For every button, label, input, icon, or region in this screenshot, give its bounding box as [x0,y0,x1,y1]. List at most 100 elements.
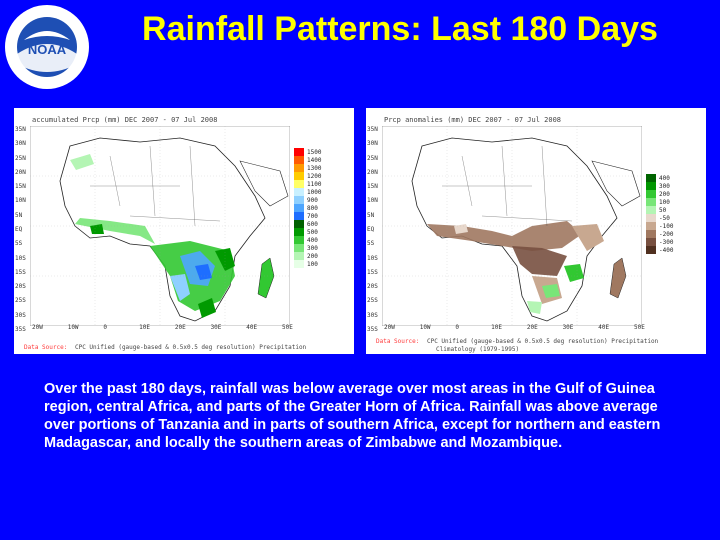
legend-entry: 1400 [294,156,342,164]
noaa-logo-text: NOAA [28,42,67,57]
latitude-label: 30N [15,140,26,148]
legend-swatch [294,252,304,260]
legend-entry: -400 [646,246,694,254]
legend-label: 1000 [307,188,322,196]
legend-swatch [294,204,304,212]
legend-entry: 1000 [294,188,342,196]
legend-label: 300 [659,182,670,190]
legend-swatch [294,164,304,172]
legend-swatch [646,198,656,206]
latitude-label: 15S [367,268,378,276]
accumulated-legend: 1500 1400 1300 1200 1100 1000 900 800 700 600 500 4… [294,148,342,268]
longitude-label: 50E [634,324,645,331]
latitude-label: 15S [15,268,26,276]
map-header: accumulated Prcp (mm) DEC 2007 - 07 Jul … [32,116,218,124]
legend-label: 200 [659,190,670,198]
legend-entry: 200 [294,252,342,260]
latitude-label: EQ [15,226,23,233]
latitude-label: 5N [367,211,375,219]
legend-swatch [294,212,304,220]
legend-entry: 1500 [294,148,342,156]
legend-label: -200 [659,230,674,238]
latitude-label: 20N [367,168,378,176]
noaa-logo: NOAA [4,4,90,90]
legend-entry: 500 [294,228,342,236]
longitude-label: 50E [282,324,293,331]
latitude-label: 25S [15,297,26,305]
latitude-label: 15N [367,183,378,191]
legend-label: 400 [307,236,318,244]
latitude-label: 20N [15,168,26,176]
latitude-label: 20S [15,283,26,291]
legend-entry: 900 [294,196,342,204]
latitude-label: 30N [367,140,378,148]
legend-label: 700 [307,212,318,220]
legend-label: -400 [659,246,674,254]
legend-label: 50 [659,206,667,214]
legend-label: 300 [307,244,318,252]
precip-anomaly-map-panel: Prcp anomalies (mm) DEC 2007 - 07 Jul 20… [366,108,706,354]
legend-label: 600 [307,220,318,228]
legend-label: 100 [307,260,318,268]
map-header: Prcp anomalies (mm) DEC 2007 - 07 Jul 20… [384,116,562,124]
latitude-label: 20S [367,283,378,291]
latitude-label: 5N [15,211,23,219]
legend-entry: 300 [294,244,342,252]
latitude-label: EQ [367,226,375,233]
legend-swatch [646,230,656,238]
legend-label: 1200 [307,172,322,180]
slide-caption: Over the past 180 days, rainfall was bel… [44,381,661,451]
latitude-labels: 35N 30N 25N 20N 15N 10N 5N EQ 5S 10S 15S 20S 25S 30S 3… [366,122,382,333]
latitude-label: 30S [367,311,378,319]
accumulated-precip-map-panel: accumulated Prcp (mm) DEC 2007 - 07 Jul … [14,108,354,354]
legend-label: -300 [659,238,674,246]
legend-label: 100 [659,198,670,206]
legend-swatch [294,220,304,228]
longitude-label: 40E [246,324,258,331]
longitude-label: 30E [562,324,574,331]
latitude-label: 30S [15,311,26,319]
longitude-label: 30E [210,324,222,331]
map-footer: Data Source: CPC Unified (gauge-based & … [24,344,306,351]
latitude-label: 25S [367,297,378,305]
latitude-label: 5S [15,240,23,248]
latitude-label: 35N [367,126,378,133]
longitude-labels: 20W 10W 0 10E 20E 30E 40E 50E [382,324,652,334]
latitude-label: 15N [15,183,26,191]
longitude-label: 10W [419,324,431,331]
slide-title: Rainfall Patterns: Last 180 Days [142,10,658,48]
legend-entry: -200 [646,230,694,238]
legend-swatch [646,174,656,182]
legend-label: 900 [307,196,318,204]
data-source-text: CPC Unified (gauge-based & 0.5x0.5 deg r… [426,338,659,345]
legend-swatch [646,214,656,222]
map-footer: Data Source: CPC Unified (gauge-based & … [376,338,658,345]
legend-swatch [294,148,304,156]
legend-swatch [646,238,656,246]
legend-label: 400 [659,174,670,182]
legend-swatch [646,206,656,214]
longitude-label: 40E [598,324,610,331]
legend-label: 1100 [307,180,322,188]
latitude-label: 10N [15,197,26,205]
longitude-label: 0 [103,324,108,331]
longitude-label: 10E [139,324,150,331]
precip-anomaly-map [382,126,642,326]
latitude-label: 10S [15,254,26,262]
legend-swatch [294,172,304,180]
legend-entry: -300 [646,238,694,246]
legend-swatch [294,156,304,164]
latitude-label: 25N [15,154,26,162]
latitude-labels: 35N 30N 25N 20N 15N 10N 5N EQ 5S 10S 15S 20S 25S 30S 3… [14,122,30,333]
legend-label: -50 [659,214,670,222]
longitude-labels: 20W 10W 0 10E 20E 30E 40E 50E [30,324,300,334]
latitude-label: 25N [367,154,378,162]
legend-entry: 100 [294,260,342,268]
legend-entry: 1200 [294,172,342,180]
legend-entry: -50 [646,214,694,222]
legend-entry: 200 [646,190,694,198]
legend-entry: 100 [646,198,694,206]
legend-swatch [646,182,656,190]
data-source-label: Data Source: [24,344,68,351]
legend-label: 1400 [307,156,322,164]
